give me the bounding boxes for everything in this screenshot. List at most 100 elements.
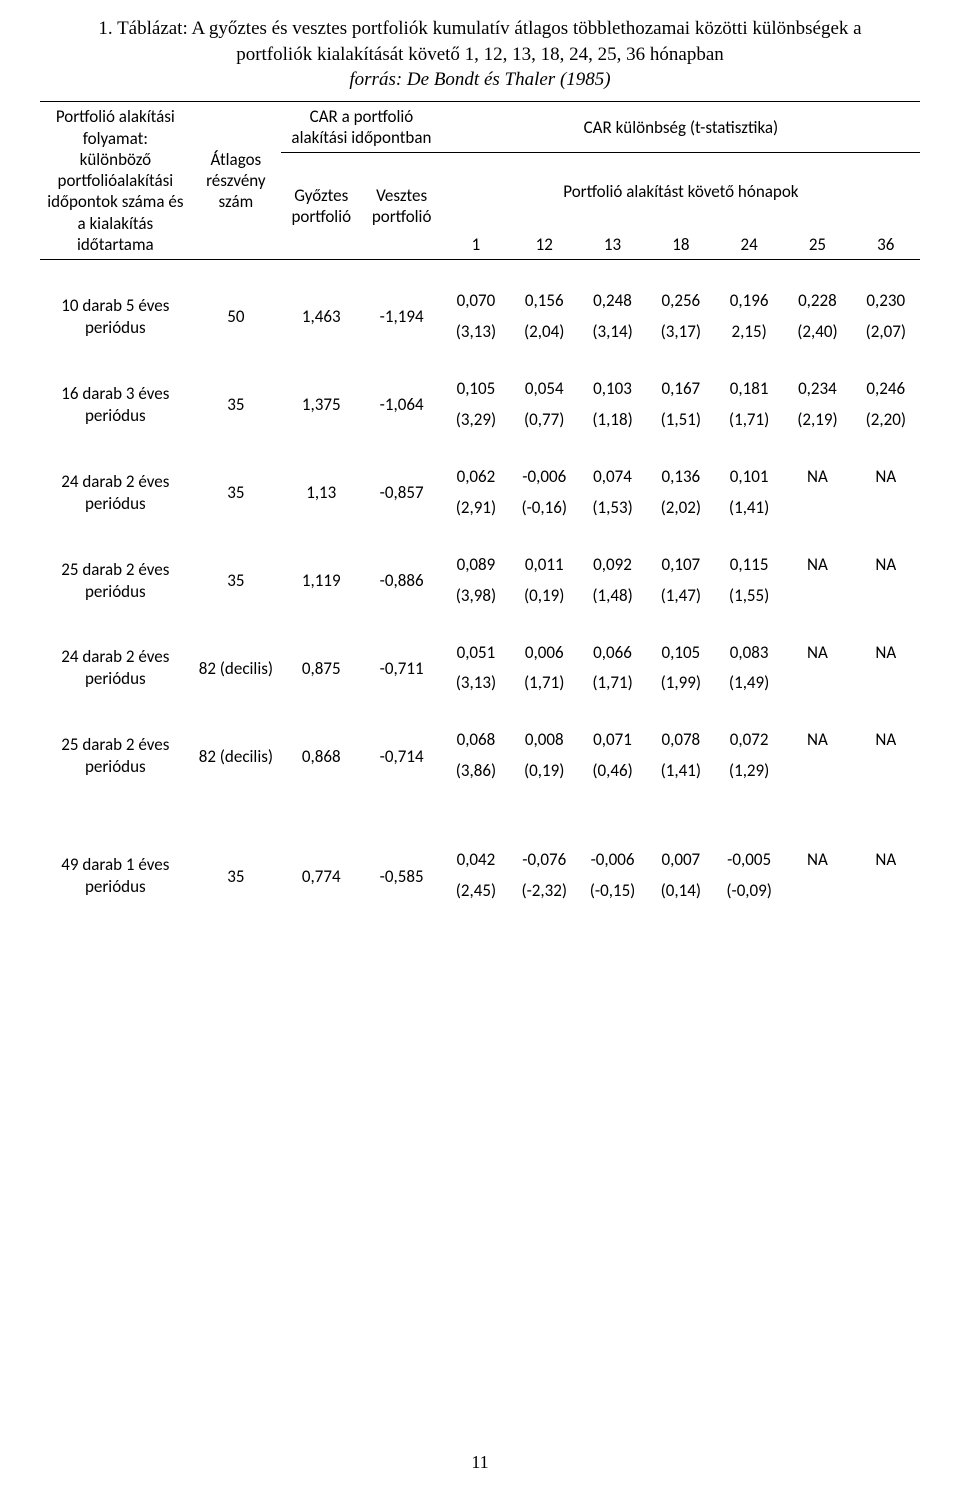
cell-tstat: (1,18) bbox=[578, 405, 646, 436]
header-month: 13 bbox=[578, 230, 646, 260]
cell-value: 0,008 bbox=[510, 725, 578, 756]
table-title-line2: portfoliók kialakítását követő 1, 12, 13… bbox=[40, 42, 920, 68]
cell-tstat: (2,20) bbox=[852, 405, 920, 436]
row-label: 24 darab 2 évesperiódus bbox=[40, 638, 191, 700]
row-label: 25 darab 2 évesperiódus bbox=[40, 725, 191, 787]
cell-value: NA bbox=[852, 638, 920, 669]
cell-tstat bbox=[852, 876, 920, 907]
cell-value: 0,230 bbox=[852, 286, 920, 317]
header-month: 25 bbox=[783, 230, 851, 260]
cell-value: 0,068 bbox=[442, 725, 510, 756]
cell-tstat: (3,98) bbox=[442, 581, 510, 612]
header-month: 18 bbox=[647, 230, 715, 260]
avg-stock-count: 35 bbox=[191, 462, 281, 524]
cell-value: -0,006 bbox=[510, 462, 578, 493]
header-month: 24 bbox=[715, 230, 783, 260]
header-winner: Győztes portfolió bbox=[291, 185, 351, 227]
page: 1. Táblázat: A győztes és vesztes portfo… bbox=[0, 0, 960, 1489]
cell-value: NA bbox=[783, 462, 851, 493]
cell-tstat: (3,29) bbox=[442, 405, 510, 436]
header-month: 12 bbox=[510, 230, 578, 260]
winner-car: 1,463 bbox=[281, 286, 361, 348]
spacer-row bbox=[40, 699, 920, 725]
spacer-row bbox=[40, 524, 920, 550]
winner-car: 0,868 bbox=[281, 725, 361, 787]
cell-tstat: (2,04) bbox=[510, 317, 578, 348]
cell-value: 0,107 bbox=[647, 550, 715, 581]
cell-value: NA bbox=[852, 462, 920, 493]
avg-stock-count: 35 bbox=[191, 550, 281, 612]
cell-tstat: (1,53) bbox=[578, 493, 646, 524]
cell-tstat: (3,17) bbox=[647, 317, 715, 348]
loser-car: -0,714 bbox=[361, 725, 441, 787]
table-body: 10 darab 5 évesperiódus501,463-1,1940,07… bbox=[40, 286, 920, 907]
cell-tstat: (3,13) bbox=[442, 317, 510, 348]
table-title-line1: 1. Táblázat: A győztes és vesztes portfo… bbox=[40, 16, 920, 42]
cell-value: -0,076 bbox=[510, 845, 578, 876]
cell-value: 0,074 bbox=[578, 462, 646, 493]
cell-value: 0,246 bbox=[852, 374, 920, 405]
cell-value: 0,062 bbox=[442, 462, 510, 493]
cell-tstat: (1,71) bbox=[578, 668, 646, 699]
header-month: 1 bbox=[442, 230, 510, 260]
cell-value: 0,167 bbox=[647, 374, 715, 405]
cell-tstat bbox=[783, 876, 851, 907]
table-row: 25 darab 2 évesperiódus351,119-0,8860,08… bbox=[40, 550, 920, 581]
cell-tstat: (2,40) bbox=[783, 317, 851, 348]
row-label: 10 darab 5 évesperiódus bbox=[40, 286, 191, 348]
spacer-row bbox=[40, 260, 920, 287]
loser-car: -1,064 bbox=[361, 374, 441, 436]
cell-tstat: (0,19) bbox=[510, 581, 578, 612]
table-row: 16 darab 3 évesperiódus351,375-1,0640,10… bbox=[40, 374, 920, 405]
loser-car: -1,194 bbox=[361, 286, 441, 348]
cell-value: NA bbox=[852, 550, 920, 581]
cell-tstat bbox=[852, 581, 920, 612]
cell-value: NA bbox=[852, 845, 920, 876]
cell-tstat: (3,13) bbox=[442, 668, 510, 699]
spacer-row bbox=[40, 813, 920, 845]
cell-tstat: 2,15) bbox=[715, 317, 783, 348]
cell-value: 0,248 bbox=[578, 286, 646, 317]
table-row: 10 darab 5 évesperiódus501,463-1,1940,07… bbox=[40, 286, 920, 317]
cell-tstat bbox=[852, 668, 920, 699]
avg-stock-count: 35 bbox=[191, 845, 281, 907]
header-loser: Vesztes portfolió bbox=[372, 185, 432, 227]
cell-tstat: (0,19) bbox=[510, 756, 578, 787]
cell-tstat: (1,55) bbox=[715, 581, 783, 612]
cell-value: 0,051 bbox=[442, 638, 510, 669]
table-source: forrás: De Bondt és Thaler (1985) bbox=[40, 69, 920, 91]
cell-value: 0,054 bbox=[510, 374, 578, 405]
cell-value: 0,115 bbox=[715, 550, 783, 581]
cell-tstat: (1,29) bbox=[715, 756, 783, 787]
cell-value: 0,136 bbox=[647, 462, 715, 493]
cell-value: NA bbox=[783, 725, 851, 756]
cell-value: 0,101 bbox=[715, 462, 783, 493]
cell-tstat: (3,14) bbox=[578, 317, 646, 348]
spacer-row bbox=[40, 436, 920, 462]
cell-value: NA bbox=[852, 725, 920, 756]
cell-tstat bbox=[852, 493, 920, 524]
header-avg-stock: Átlagos részvény szám bbox=[206, 149, 266, 212]
avg-stock-count: 82 (decilis) bbox=[191, 638, 281, 700]
row-label: 16 darab 3 évesperiódus bbox=[40, 374, 191, 436]
cell-value: 0,196 bbox=[715, 286, 783, 317]
header-car-diff: CAR különbség (t-statisztika) bbox=[584, 117, 779, 138]
cell-tstat bbox=[783, 581, 851, 612]
header-car-group: CAR a portfolió alakítási időpontban bbox=[291, 106, 431, 148]
cell-tstat: (1,48) bbox=[578, 581, 646, 612]
row-label: 25 darab 2 évesperiódus bbox=[40, 550, 191, 612]
cell-tstat: (-0,15) bbox=[578, 876, 646, 907]
cell-value: 0,181 bbox=[715, 374, 783, 405]
cell-value: 0,007 bbox=[647, 845, 715, 876]
cell-tstat: (1,41) bbox=[715, 493, 783, 524]
cell-value: NA bbox=[783, 638, 851, 669]
cell-value: -0,006 bbox=[578, 845, 646, 876]
loser-car: -0,711 bbox=[361, 638, 441, 700]
cell-tstat: (1,47) bbox=[647, 581, 715, 612]
cell-value: 0,089 bbox=[442, 550, 510, 581]
cell-tstat bbox=[852, 756, 920, 787]
cell-value: 0,006 bbox=[510, 638, 578, 669]
row-label: 24 darab 2 évesperiódus bbox=[40, 462, 191, 524]
cell-tstat: (1,71) bbox=[510, 668, 578, 699]
header-left: Portfolió alakítási folyamat: különböző … bbox=[47, 106, 183, 255]
